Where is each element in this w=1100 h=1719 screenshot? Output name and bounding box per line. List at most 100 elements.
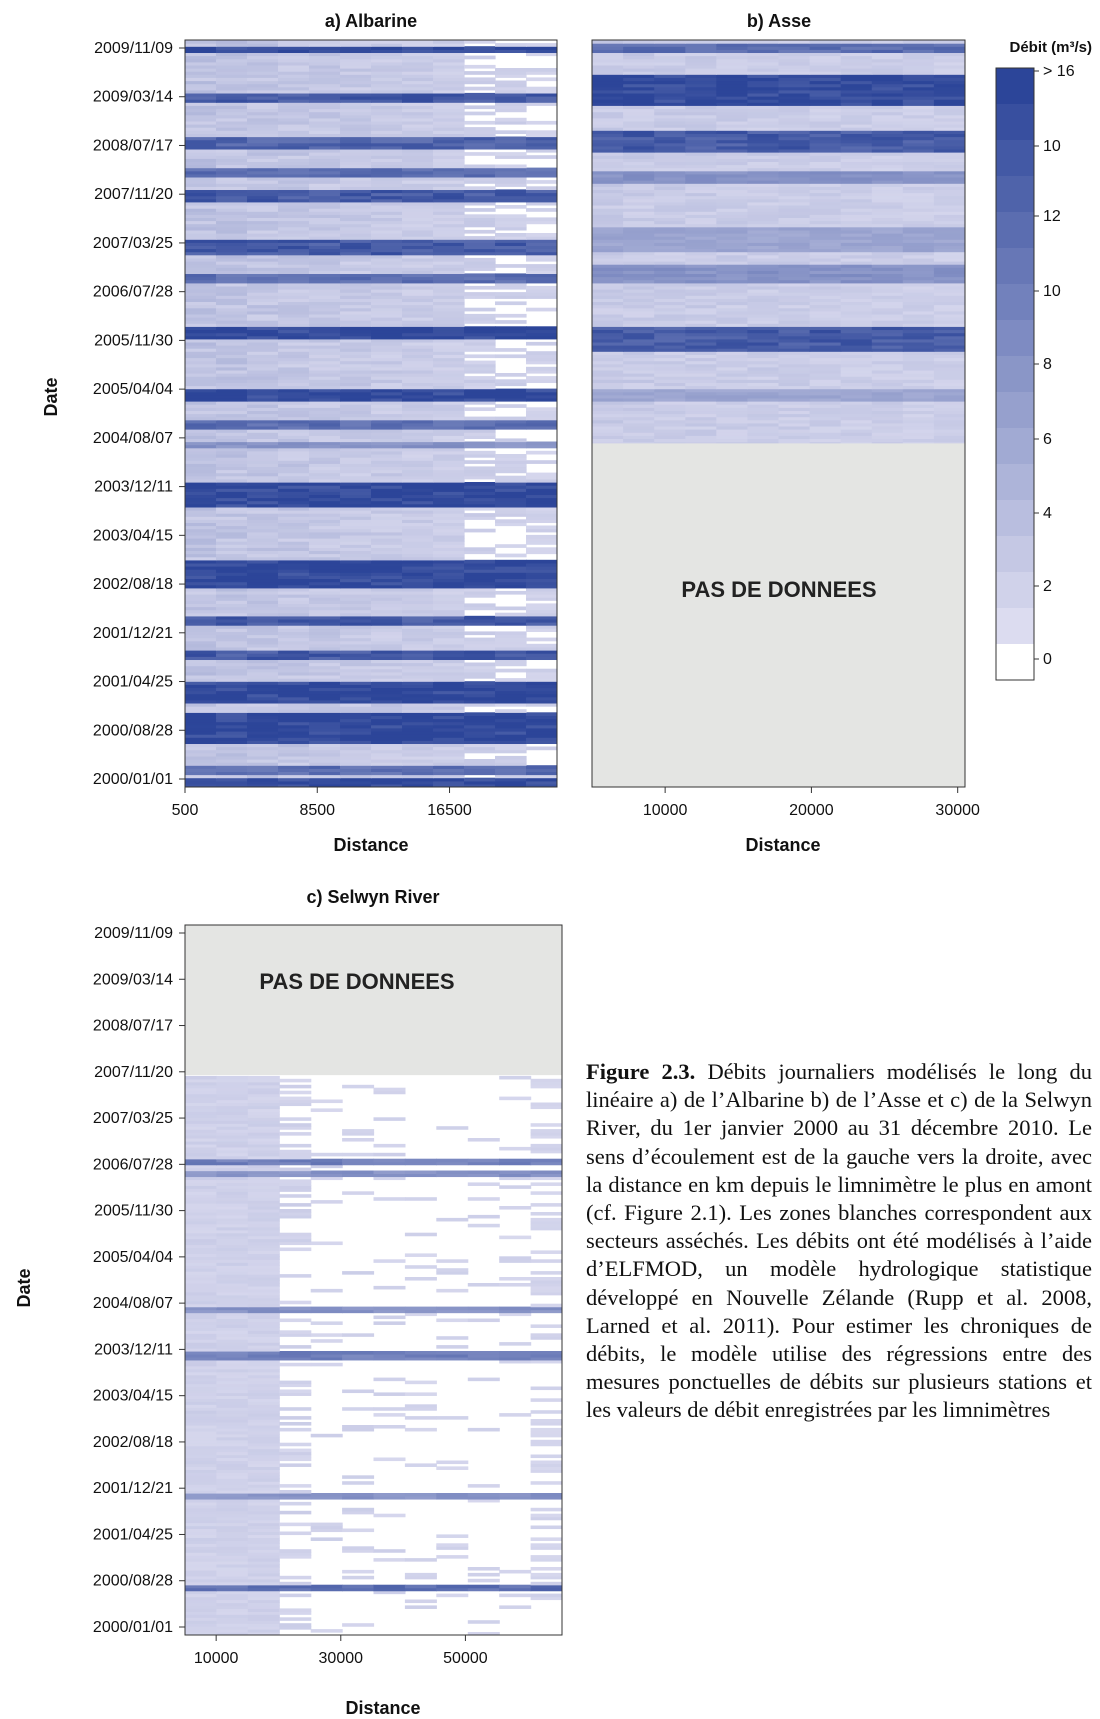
heat-cell [247,472,279,477]
heat-cell [247,1605,280,1609]
heat-cell [340,665,372,670]
heat-cell [279,1333,312,1337]
heat-cell [371,99,403,103]
heat-cell [247,186,279,191]
heat-cell [685,329,717,334]
heat-cell [433,650,465,654]
heat-cell [247,1531,280,1536]
heat-cell [623,142,655,147]
heat-cell [495,622,527,626]
heat-cell [278,285,310,290]
heat-cell [809,295,842,299]
heat-cell [623,363,655,368]
heat-cell [371,603,403,608]
heat-cell [247,326,279,331]
heat-cell [436,1496,469,1500]
heat-cell [592,80,624,85]
heat-cell [495,634,527,639]
heat-cell [933,80,965,85]
heat-cell [185,242,217,247]
heat-cell [433,774,465,779]
heat-cell [247,1614,280,1618]
heat-cell [592,419,624,424]
heat-cell [185,1525,217,1530]
heat-cell [840,242,873,247]
heat-cell [840,351,873,355]
heat-cell [185,519,217,524]
heat-cell [247,413,279,418]
heat-cell [623,145,655,150]
heat-cell [778,239,811,243]
heat-cell [342,1528,375,1533]
heat-cell [747,310,780,315]
heat-cell [185,1407,217,1411]
heat-cell [216,1413,249,1417]
heat-cell [402,111,434,116]
heat-cell [402,192,434,197]
heat-cell [623,435,655,440]
heat-cell [654,92,686,97]
heat-cell [279,1510,312,1515]
heat-cell [716,167,748,172]
heat-cell [340,167,372,172]
heat-cell [278,142,310,147]
heat-cell [433,136,465,141]
heat-cell [526,541,557,545]
heat-cell [247,715,279,720]
heat-cell [278,239,310,243]
heat-cell [278,117,310,122]
heat-cell [530,1280,562,1284]
heat-cell [309,513,341,517]
heat-cell [433,320,465,324]
heat-cell [933,229,965,234]
heat-cell [526,220,557,225]
heat-cell [716,105,748,110]
heat-cell [371,317,403,321]
heat-cell [654,404,686,408]
heat-cell [216,117,248,122]
heat-cell [436,1543,469,1547]
heat-cell [340,354,372,359]
heat-cell [495,444,527,449]
heat-cell [216,656,248,661]
heat-cell [623,354,655,359]
heat-cell [185,161,217,166]
heat-cell [840,40,873,44]
heat-cell [623,295,655,299]
heat-cell [592,397,624,402]
heat-cell [309,152,341,156]
heat-cell [402,55,434,60]
heat-cell [747,382,780,387]
heat-cell [216,491,248,496]
heat-cell [495,734,527,738]
heat-cell [433,369,465,374]
heat-cell [340,139,372,144]
heat-cell [433,600,465,605]
heat-cell [278,699,310,704]
heat-cell [278,111,310,116]
heat-cell [309,454,341,458]
heat-cell [902,251,935,256]
heat-cell [185,130,217,135]
heat-cell [716,351,748,355]
heat-cell [871,332,904,337]
heat-cell [309,407,341,412]
heat-cell [278,86,310,91]
heat-cell [371,671,403,676]
heat-cell [402,351,434,355]
heat-cell [309,625,341,629]
heat-cell [623,394,655,399]
heat-cell [433,264,465,268]
heat-cell [495,170,527,175]
heat-cell [526,422,557,427]
heat-cell [340,410,372,415]
heat-cell [185,1294,217,1299]
heat-cell [933,152,965,156]
heat-cell [685,96,717,100]
heat-cell [654,366,686,371]
heat-cell [433,351,465,355]
heat-cell [340,326,372,331]
heat-cell [433,597,465,601]
heat-cell [185,1285,217,1290]
heat-cell [464,743,496,748]
